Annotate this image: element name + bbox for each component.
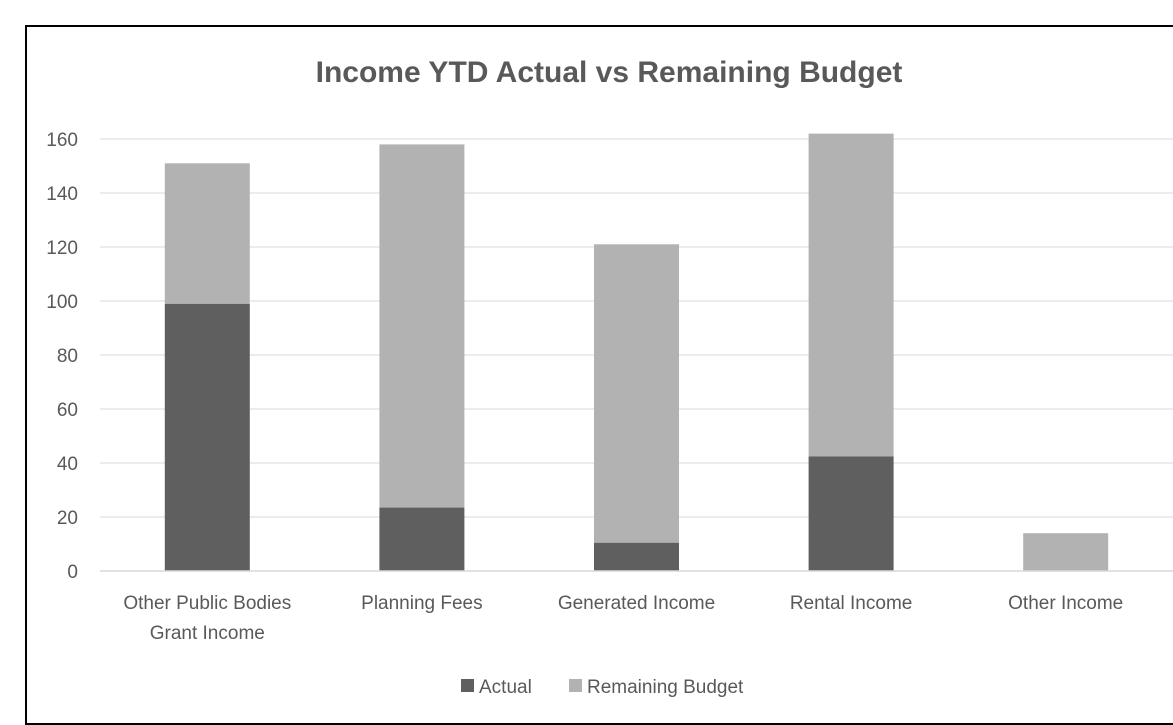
x-category-label: Other Income — [1008, 593, 1123, 614]
bar-remaining-budget — [1023, 533, 1109, 571]
y-tick-label: 60 — [57, 400, 78, 421]
legend-swatch-remaining-budget — [569, 679, 582, 692]
x-category-label: Other Public Bodies — [123, 593, 291, 614]
x-category-label: Grant Income — [150, 623, 265, 644]
y-tick-label: 20 — [57, 508, 78, 529]
y-tick-label: 140 — [46, 184, 78, 205]
bar-actual — [808, 456, 894, 571]
x-axis-category-labels: Other Public Bodies Grant Income Planning … — [123, 593, 1123, 644]
y-tick-label: 160 — [46, 130, 78, 151]
y-tick-label: 100 — [46, 292, 78, 313]
stacked-bar-chart: Income YTD Actual vs Remaining Budget 0 2… — [46, 56, 1173, 698]
x-category-label: Planning Fees — [361, 593, 482, 614]
bar-remaining-budget — [164, 163, 250, 304]
bar-actual — [594, 542, 679, 571]
bar-remaining-budget — [594, 244, 679, 543]
legend-label-remaining-budget: Remaining Budget — [587, 677, 744, 698]
x-category-label: Rental Income — [790, 593, 913, 614]
y-tick-label: 0 — [67, 562, 78, 583]
y-tick-label: 120 — [46, 238, 78, 259]
bar-actual — [379, 507, 465, 571]
y-axis-tick-labels: 0 20 40 60 80 100 120 140 160 — [46, 130, 78, 583]
bars — [164, 133, 1109, 571]
legend: Actual Remaining Budget — [461, 677, 744, 698]
legend-label-actual: Actual — [479, 677, 532, 698]
y-tick-label: 40 — [57, 454, 78, 475]
legend-swatch-actual — [461, 679, 474, 692]
bar-remaining-budget — [808, 133, 894, 457]
x-category-label: Generated Income — [558, 593, 715, 614]
bar-actual — [164, 303, 250, 571]
chart-title: Income YTD Actual vs Remaining Budget — [316, 56, 903, 89]
bar-remaining-budget — [379, 144, 465, 508]
y-tick-label: 80 — [57, 346, 78, 367]
